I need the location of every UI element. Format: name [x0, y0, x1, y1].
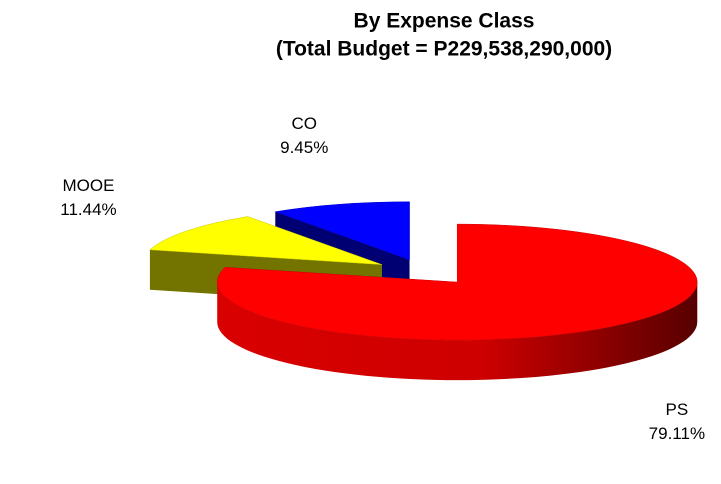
slice-value-label: 9.45%: [280, 138, 328, 157]
slice-label: CO: [291, 114, 317, 133]
slice-value-label: 11.44%: [60, 200, 116, 219]
slice-top: [216, 223, 698, 341]
slice-top: [149, 216, 383, 265]
slice-top: [274, 201, 410, 261]
chart-title: By Expense Class: [354, 10, 535, 33]
slice-value-label: 79.11%: [649, 424, 705, 443]
slice-side-shade: [217, 282, 698, 381]
chart-subtitle: (Total Budget = P229,538,290,000): [276, 38, 612, 61]
slice-label: MOOE: [62, 176, 114, 195]
slice-label: PS: [666, 400, 689, 419]
slice: [216, 223, 698, 381]
